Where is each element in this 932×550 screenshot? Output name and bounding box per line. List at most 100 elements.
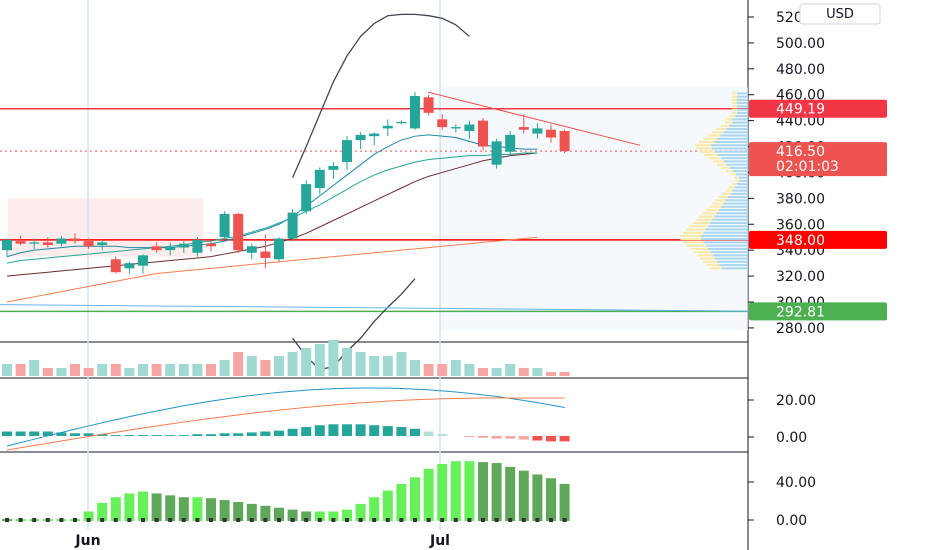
- price-tick-label: 320.00: [776, 269, 825, 285]
- candle-body: [505, 134, 516, 152]
- volume-profile-bar-value: [692, 221, 710, 224]
- macd-histogram-bar: [396, 427, 407, 436]
- oscillator-dot: [86, 518, 91, 522]
- currency-box[interactable]: [799, 3, 881, 25]
- signal-line: [6, 397, 565, 451]
- volume-bar: [410, 360, 420, 376]
- volume-profile-bar-value: [712, 202, 724, 205]
- oscillator-bar: [165, 495, 176, 521]
- volume-bar: [2, 364, 12, 376]
- volume-bar: [56, 368, 67, 376]
- macd-histogram-bar: [274, 430, 284, 436]
- volume-bar: [260, 360, 271, 376]
- oscillator-dot: [141, 518, 145, 522]
- volume-profile-bar-value: [680, 238, 702, 241]
- volume-profile-bar-value: [725, 118, 733, 121]
- volume-profile-bar-value: [730, 173, 736, 176]
- ma-mid-line: [6, 152, 538, 264]
- oscillator-dot: [385, 518, 390, 522]
- macd-line: [6, 387, 565, 447]
- macd-histogram-bar: [478, 436, 488, 438]
- trend-line-blue: [0, 304, 749, 312]
- macd-histogram-bar: [532, 436, 543, 441]
- macd-histogram-bar: [546, 436, 556, 442]
- oscillator-bar: [396, 483, 407, 521]
- profile-shade: [440, 86, 748, 331]
- volume-profile-bar-value: [682, 231, 704, 234]
- volume-profile-bar: [736, 183, 748, 186]
- oscillator-dot: [426, 518, 431, 522]
- macd-histogram-bar: [410, 428, 420, 436]
- oscillator-dot: [5, 518, 9, 522]
- volume-profile-bar: [711, 144, 748, 147]
- volume-profile-bar-value: [732, 105, 737, 108]
- oscillator-bar: [450, 461, 461, 521]
- volume-profile-bar-value: [686, 228, 706, 231]
- candle-body: [151, 246, 162, 251]
- oscillator-dot: [222, 518, 227, 522]
- candle-body: [369, 133, 380, 137]
- macd-histogram-bar: [518, 436, 529, 440]
- oscillator-bar: [219, 500, 230, 521]
- macd-histogram-bar: [15, 431, 26, 436]
- volume-profile-bar: [708, 247, 748, 250]
- volume-profile-bar: [720, 157, 748, 160]
- oscillator-dot: [535, 518, 540, 522]
- oscillator-dot: [100, 518, 105, 522]
- volume-profile-bar: [721, 267, 748, 270]
- macd-histogram-bar: [110, 435, 121, 436]
- volume-bar: [437, 364, 448, 376]
- candle-body: [437, 119, 448, 128]
- volume-profile-bar-value: [732, 92, 737, 95]
- volume-profile-bar: [739, 179, 748, 182]
- candle-body: [97, 242, 108, 245]
- volume-profile-bar-value: [732, 108, 737, 111]
- volume-profile-bar-value: [729, 115, 736, 118]
- level-badge-label: 348.00: [776, 233, 825, 249]
- macd-histogram-bar: [246, 432, 257, 436]
- oscillator-dot: [549, 518, 553, 522]
- volume-profile-bar: [738, 176, 748, 179]
- macd-histogram-bar: [29, 431, 40, 436]
- volume-profile-bar-value: [704, 153, 718, 156]
- oscillator-bar: [246, 503, 257, 521]
- macd-histogram-bar: [178, 435, 189, 436]
- oscillator-dot: [372, 518, 377, 522]
- bollinger-upper-line: [292, 13, 470, 178]
- oscillator-dot: [113, 518, 118, 522]
- macd-tick-label: 0.00: [776, 430, 807, 446]
- volume-profile-bar-value: [732, 98, 737, 101]
- macd-histogram-bar: [70, 433, 80, 436]
- volume-profile-bar: [705, 228, 748, 231]
- volume-profile-bar: [725, 199, 748, 202]
- oscillator-dot: [209, 518, 213, 522]
- macd-histogram-bar: [342, 424, 352, 436]
- macd-histogram-bar: [165, 435, 176, 436]
- candle-body: [192, 239, 203, 253]
- volume-profile-bar: [727, 196, 748, 199]
- oscillator-dot: [508, 518, 513, 522]
- volume-profile-bar: [717, 137, 748, 140]
- volume-profile-bar-value: [718, 196, 728, 199]
- candle-body: [246, 246, 257, 253]
- price-tick-label: 380.00: [776, 191, 825, 207]
- oscillator-dot: [345, 518, 349, 522]
- volume-profile-bar: [714, 257, 748, 260]
- volume-profile-bar-value: [703, 260, 718, 263]
- oscillator-dot: [399, 518, 404, 522]
- oscillator-dot: [249, 518, 254, 522]
- oscillator-bar: [342, 509, 352, 521]
- last-price-label: 416.50: [776, 144, 825, 160]
- ma-fast-line: [6, 134, 538, 258]
- ma-slow-line: [6, 152, 538, 277]
- oscillator-dot: [440, 518, 445, 522]
- oscillator-dot: [236, 518, 241, 522]
- volume-bar: [518, 368, 529, 376]
- oscillator-dot: [168, 518, 173, 522]
- last-price-badge: [749, 142, 887, 177]
- volume-bar: [178, 364, 189, 376]
- volume-profile-bar: [737, 105, 748, 108]
- oscillator-bar: [532, 474, 543, 521]
- volume-profile-bar-value: [722, 192, 731, 195]
